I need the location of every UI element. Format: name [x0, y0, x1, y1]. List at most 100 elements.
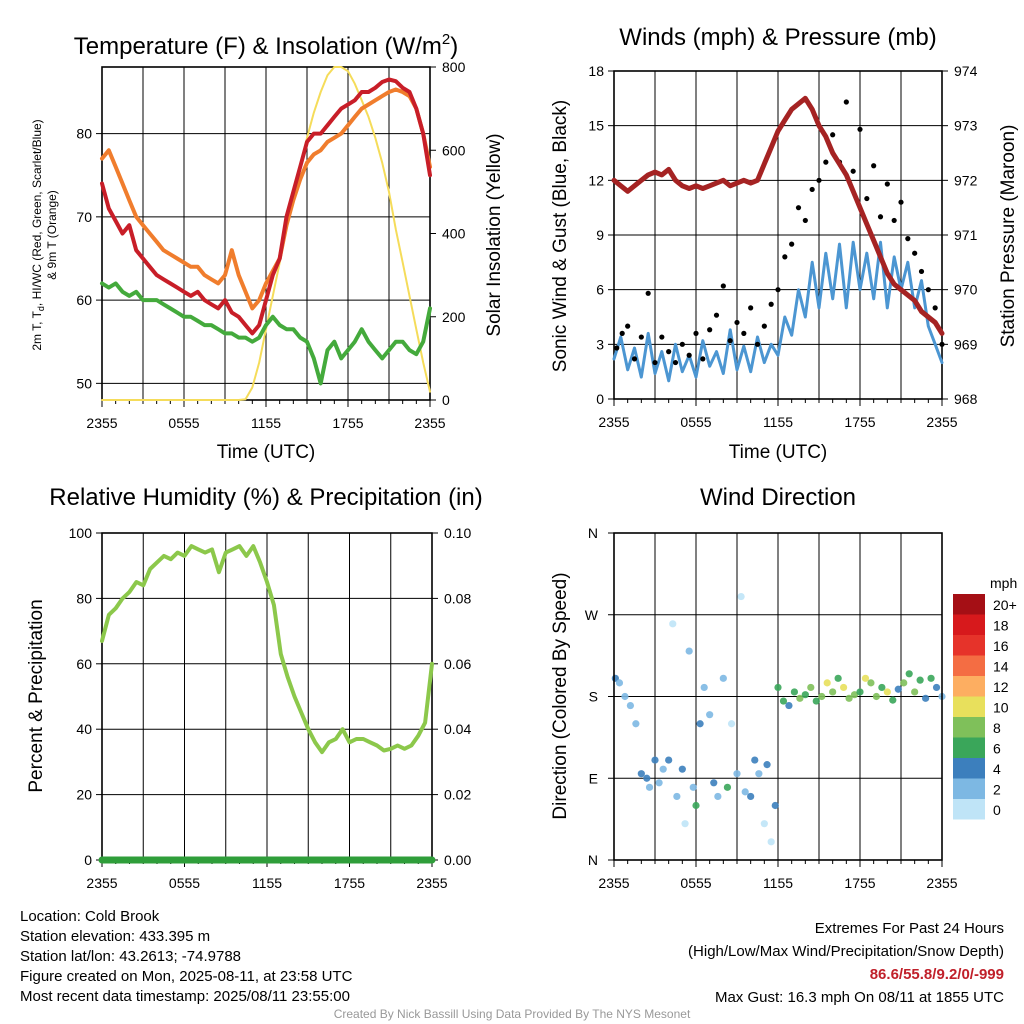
winds-xtick-label: 2355	[598, 414, 629, 430]
humidity-ytick-right-label: 0.02	[444, 787, 471, 803]
temperature-title: Temperature (F) & Insolation (W/m2)	[74, 31, 458, 60]
direction-point	[867, 679, 875, 687]
gust-point	[614, 345, 620, 351]
winds-ytick-label: 9	[596, 227, 604, 243]
gust-point	[884, 181, 890, 187]
direction-point	[714, 792, 722, 801]
direction-point	[850, 691, 859, 699]
winds-ytick-right-label: 969	[954, 336, 978, 352]
direction-point	[678, 765, 686, 773]
humidity-ytick-label: 0	[84, 852, 92, 868]
direction-point	[645, 783, 654, 791]
direction-point	[812, 697, 820, 705]
gust-point	[748, 305, 754, 311]
direction-ytick-label: N	[588, 525, 598, 541]
direction-point	[669, 620, 677, 628]
direction-point	[900, 679, 908, 687]
direction-point	[840, 683, 848, 692]
temperature-frame	[101, 66, 431, 401]
legend-swatch	[953, 799, 985, 820]
gust-point	[891, 217, 897, 224]
temperature-ytick-right-label: 800	[442, 59, 466, 75]
two-meter-temp-line	[100, 77, 432, 336]
direction-point	[932, 683, 941, 692]
winds-ytick-label: 15	[588, 118, 604, 134]
gust-point	[734, 319, 740, 326]
gust-point	[932, 305, 938, 311]
direction-point	[651, 756, 659, 764]
legend-swatch	[953, 594, 985, 615]
gust-point	[775, 287, 781, 293]
humidity-ytick-label: 20	[76, 787, 92, 803]
gust-point	[898, 199, 904, 205]
winds-ytick-right-label: 972	[954, 172, 978, 188]
winds-xtick-label: 0555	[680, 414, 711, 430]
direction-point	[755, 770, 763, 778]
info-latlon: Station lat/lon: 43.2613; -74.9788	[20, 948, 242, 965]
extremes-title: Extremes For Past 24 Hours	[814, 920, 1004, 937]
legend-label: 0	[993, 802, 1001, 818]
gust-point	[918, 268, 925, 275]
extremes-block: Extremes For Past 24 Hours (High/Low/Max…	[688, 917, 1004, 1009]
direction-point	[845, 694, 853, 702]
humidity-ytick-label: 40	[76, 721, 92, 737]
direction-point	[807, 683, 815, 692]
humidity-xtick-label: 1755	[334, 875, 365, 891]
info-recent: Most recent data timestamp: 2025/08/11 2…	[20, 988, 350, 1005]
gust-point	[823, 159, 829, 165]
legend-label: 10	[993, 700, 1009, 716]
gust-point	[679, 341, 685, 347]
gust-point	[720, 283, 726, 289]
direction-point	[774, 683, 782, 692]
temperature-ytick-label: 50	[76, 375, 92, 391]
direction-point	[771, 801, 779, 810]
nine-meter-temp-line	[100, 87, 432, 311]
direction-point	[801, 691, 809, 699]
gust-point	[850, 168, 856, 174]
legend-swatch	[953, 696, 985, 717]
temperature-ylabel-right: Solar Insolation (Yellow)	[484, 133, 505, 336]
direction-point	[632, 720, 640, 728]
extremes-subtitle: (High/Low/Max Wind/Precipitation/Snow De…	[688, 943, 1004, 960]
direction-point	[643, 774, 651, 782]
temperature-xtick-label: 1155	[251, 415, 281, 431]
direction-ytick-label: S	[589, 689, 598, 705]
gust-point	[802, 217, 808, 224]
temperature-ytick-right-label: 200	[442, 309, 466, 325]
direction-legend-title: mph	[990, 575, 1017, 591]
humidity-ytick-right-label: 0.10	[444, 525, 471, 541]
direction-xtick-label: 1755	[844, 875, 875, 891]
humidity-title: Relative Humidity (%) & Precipitation (i…	[49, 484, 482, 511]
gust-point	[809, 186, 815, 193]
temperature-ytick-right-label: 400	[442, 226, 466, 242]
legend-swatch	[953, 635, 985, 656]
legend-swatch	[953, 758, 985, 779]
temperature-ytick-label: 70	[76, 209, 92, 225]
winds-ytick-label: 12	[588, 172, 604, 188]
direction-point	[829, 688, 837, 696]
direction-ytick-label: N	[588, 852, 598, 868]
direction-ytick-label: W	[585, 607, 599, 623]
winds-title: Winds (mph) & Pressure (mb)	[619, 24, 936, 51]
direction-point	[681, 820, 689, 828]
legend-label: 8	[993, 720, 1001, 736]
humidity-xtick-label: 1155	[252, 875, 282, 891]
relative-humidity-line	[100, 544, 434, 755]
station-info: Location: Cold Brook Station elevation: …	[20, 907, 352, 1007]
direction-point	[878, 683, 886, 692]
direction-point	[927, 674, 935, 682]
direction-point	[747, 792, 755, 801]
humidity-ytick-right-label: 0.00	[444, 852, 471, 868]
temperature-ytick-right-label: 0	[442, 392, 450, 408]
winds-frame	[613, 70, 943, 400]
direction-point	[856, 688, 864, 696]
gust-point	[905, 236, 911, 242]
direction-point	[685, 647, 693, 655]
direction-point	[883, 688, 891, 696]
gust-point	[877, 214, 884, 220]
temperature-xtick-label: 2355	[414, 415, 445, 431]
legend-label: 2	[993, 782, 1001, 798]
winds-ytick-right-label: 974	[954, 63, 978, 79]
